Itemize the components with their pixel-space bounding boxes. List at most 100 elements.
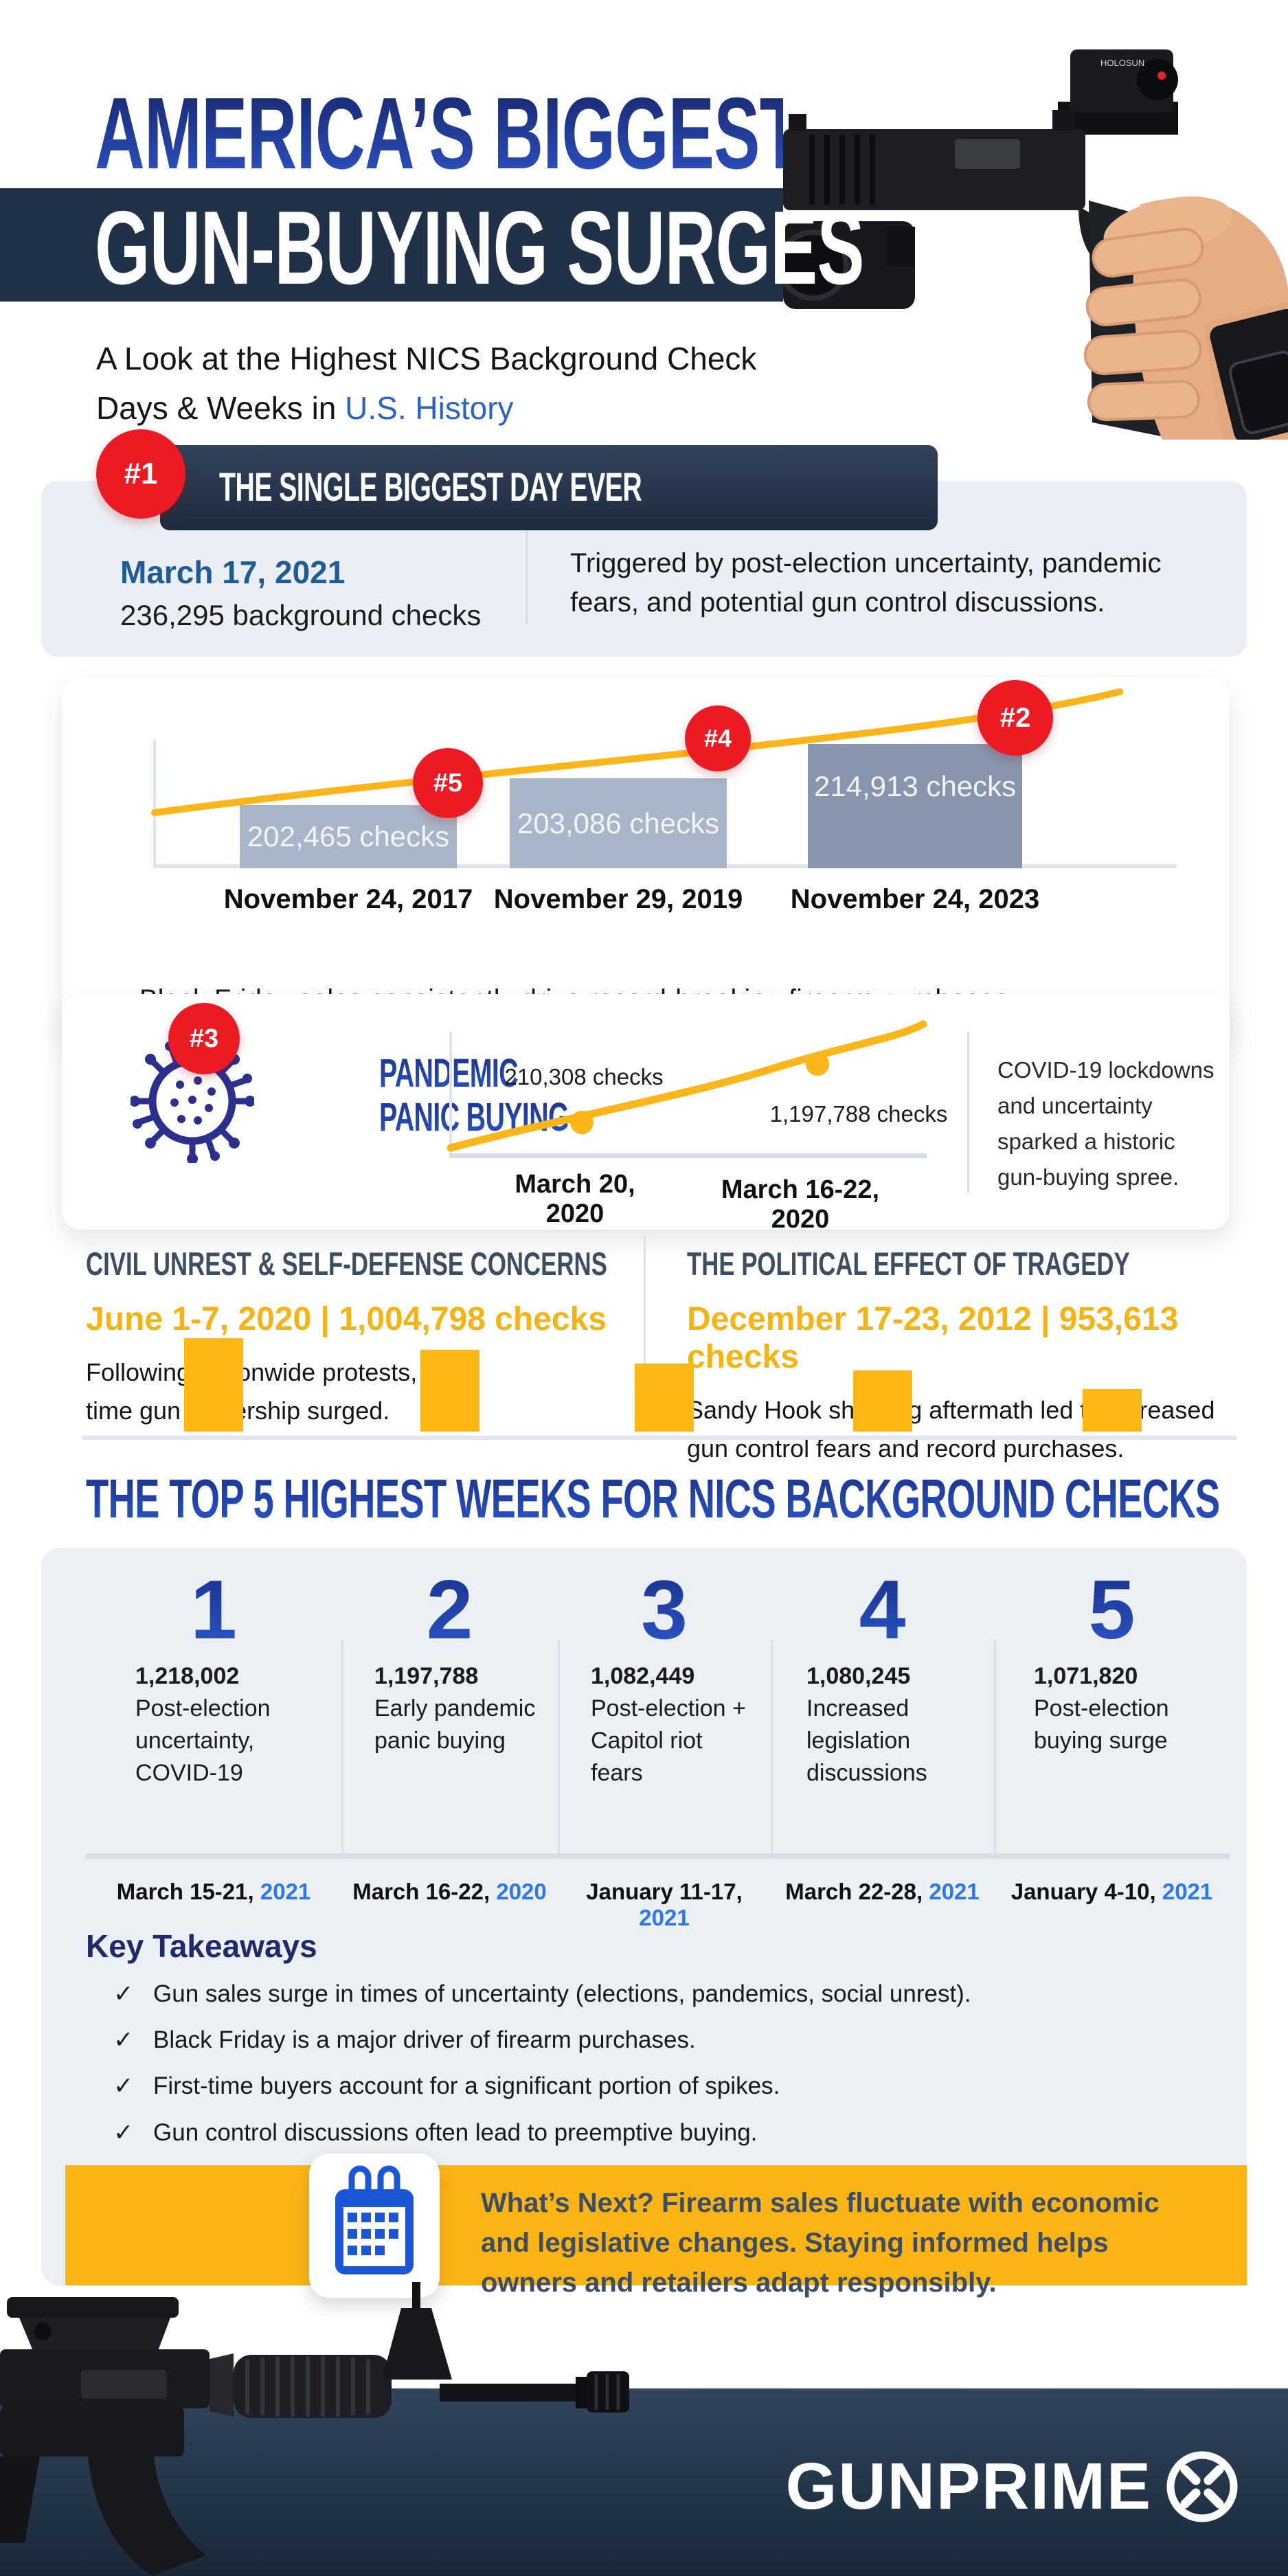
footer-band: GUNPRIME bbox=[0, 2388, 1288, 2576]
takeaway-item-3: ✓ First-time buyers account for a signifi… bbox=[113, 2072, 780, 2099]
event2-title: THE POLITICAL EFFECT OF TRAGEDY bbox=[687, 1245, 1130, 1282]
top5-bar-3 bbox=[635, 1364, 694, 1432]
top5-card: 1 1,218,002 Post-election uncertainty, C… bbox=[41, 1338, 1247, 2298]
top5-date-2: March 16-22, 2020 bbox=[352, 1879, 547, 1904]
takeaway-item-1: ✓ Gun sales surge in times of uncertainty… bbox=[113, 1980, 971, 2007]
check-icon: ✓ bbox=[113, 2072, 134, 2099]
subtitle-line2: Days & Weeks in bbox=[96, 390, 346, 426]
top5-column-2: 2 1,197,788 Early pandemic panic buying … bbox=[341, 1350, 558, 1904]
pandemic-card: #3 PANDEMIC PANIC BUYING 210,308 checks … bbox=[62, 994, 1230, 1234]
brand-logo: GUNPRIME bbox=[786, 2449, 1240, 2524]
rank-3-badge: #3 bbox=[168, 1003, 240, 1074]
pandemic-trend-line bbox=[447, 1020, 927, 1152]
top5-bar-1 bbox=[184, 1338, 243, 1432]
pandemic-title: PANDEMIC PANIC BUYING bbox=[379, 1051, 569, 1140]
black-friday-card: 202,465 checks 203,086 checks 214,913 ch… bbox=[62, 677, 1230, 1044]
single-day-divider bbox=[526, 519, 528, 624]
pandemic-point1-date: March 20, 2020 bbox=[515, 1170, 635, 1228]
top5-column-1: 1 1,218,002 Post-election uncertainty, C… bbox=[86, 1338, 341, 1904]
top5-desc-4: Increased legislation discussions bbox=[806, 1695, 927, 1786]
calendar-card bbox=[309, 2154, 440, 2298]
top5-value-2: 1,197,788 bbox=[374, 1663, 479, 1689]
top5-value-5: 1,071,820 bbox=[1034, 1663, 1138, 1689]
top5-bar-2 bbox=[420, 1350, 479, 1432]
top5-divider-4 bbox=[994, 1640, 996, 1853]
top5-desc-5: Post-election buying surge bbox=[1034, 1695, 1169, 1754]
calendar-icon bbox=[335, 2165, 414, 2274]
top5-date-5: January 4-10, 2021 bbox=[1010, 1879, 1213, 1904]
pandemic-point2-label: 1,197,788 checks bbox=[769, 1101, 948, 1127]
top5-date-4: March 22-28, 2021 bbox=[785, 1879, 980, 1904]
pandemic-y-axis bbox=[449, 1032, 452, 1155]
event1-highlight: June 1-7, 2020 | 1,004,798 checks bbox=[86, 1301, 607, 1337]
subtitle-line1: A Look at the Highest NICS Background Ch… bbox=[96, 341, 757, 376]
pandemic-point1-label: 210,308 checks bbox=[504, 1064, 664, 1089]
brand-name: GUNPRIME bbox=[785, 2450, 1152, 2523]
whats-next-text: What’s Next? Firearm sales fluctuate wit… bbox=[481, 2188, 1160, 2298]
sight-brand-label: HOLOSUN bbox=[1100, 58, 1144, 68]
check-icon: ✓ bbox=[113, 2119, 134, 2146]
pandemic-x-axis bbox=[449, 1153, 927, 1158]
top5-rank-4: 4 bbox=[771, 1568, 994, 1651]
events-bottom-rule bbox=[82, 1436, 1236, 1440]
bf-bar-2023-label: 214,913 checks bbox=[813, 770, 1017, 802]
check-icon: ✓ bbox=[113, 1980, 134, 2007]
page-title-line2: GUN-BUYING SURGES bbox=[95, 190, 864, 306]
check-icon: ✓ bbox=[113, 2026, 134, 2053]
top5-divider-2 bbox=[558, 1640, 560, 1853]
single-day-header-pill: THE SINGLE BIGGEST DAY EVER bbox=[160, 445, 938, 530]
top5-desc-3: Post-election + Capitol riot fears bbox=[591, 1695, 746, 1786]
top5-value-1: 1,218,002 bbox=[135, 1663, 240, 1689]
single-day-title: THE SINGLE BIGGEST DAY EVER bbox=[219, 465, 642, 510]
bf-date-2019: November 29, 2019 bbox=[493, 884, 743, 914]
bf-date-2017: November 24, 2017 bbox=[223, 884, 473, 914]
top5-rank-3: 3 bbox=[558, 1568, 771, 1651]
rifle-illustration bbox=[0, 2282, 629, 2576]
bf-bar-2019: 203,086 checks bbox=[510, 778, 727, 868]
top5-bar-5 bbox=[1082, 1389, 1142, 1432]
top5-desc-1: Post-election uncertainty, COVID-19 bbox=[135, 1695, 271, 1786]
pandemic-divider bbox=[967, 1032, 969, 1193]
top5-rank-5: 5 bbox=[994, 1568, 1230, 1651]
events-divider bbox=[644, 1236, 646, 1432]
single-day-stat: 236,295 background checks bbox=[120, 599, 482, 631]
top5-rank-1: 1 bbox=[86, 1568, 341, 1651]
brand-crosshair-icon bbox=[1166, 2451, 1238, 2522]
top5-rank-2: 2 bbox=[341, 1568, 558, 1651]
bf-bar-2023: 214,913 checks bbox=[808, 744, 1022, 868]
top5-column-5: 5 1,071,820 Post-election buying surge J… bbox=[994, 1389, 1230, 1904]
page-subtitle: A Look at the Highest NICS Background Ch… bbox=[96, 334, 756, 433]
rank-5-badge: #5 bbox=[413, 748, 483, 818]
top5-column-3: 3 1,082,449 Post-election + Capitol riot… bbox=[558, 1364, 771, 1930]
bf-date-2023: November 24, 2023 bbox=[790, 884, 1040, 914]
top5-bar-4 bbox=[852, 1370, 912, 1432]
top5-column-4: 4 1,080,245 Increased legislation discus… bbox=[771, 1370, 994, 1904]
pistol-photo: HOLOSUN bbox=[783, 0, 1288, 440]
top5-divider-1 bbox=[341, 1640, 343, 1853]
top5-value-4: 1,080,245 bbox=[806, 1663, 911, 1689]
event-tragedy: THE POLITICAL EFFECT OF TRAGEDY December… bbox=[687, 1245, 1288, 1468]
bf-bar-2019-label: 203,086 checks bbox=[517, 806, 720, 839]
top5-baseline bbox=[86, 1853, 1230, 1859]
rank-1-badge: #1 bbox=[96, 429, 185, 519]
event2-highlight: December 17-23, 2012 | 953,613 checks bbox=[687, 1301, 1179, 1375]
top5-date-3: January 11-17, 2021 bbox=[586, 1879, 743, 1930]
top5-value-3: 1,082,449 bbox=[591, 1663, 695, 1689]
event1-title: CIVIL UNREST & SELF-DEFENSE CONCERNS bbox=[86, 1245, 607, 1282]
pandemic-description: COVID-19 lockdowns and uncertainty spark… bbox=[997, 1057, 1214, 1190]
page-title-line1: AMERICA’S BIGGEST bbox=[95, 77, 802, 190]
top5-date-1: March 15-21, 2021 bbox=[116, 1879, 311, 1904]
takeaway-item-2: ✓ Black Friday is a major driver of firea… bbox=[113, 2026, 696, 2053]
takeaways-heading: Key Takeaways bbox=[86, 1928, 317, 1964]
top5-heading: THE TOP 5 HIGHEST WEEKS FOR NICS BACKGRO… bbox=[86, 1468, 1220, 1529]
single-day-description: Triggered by post-election uncertainty, … bbox=[570, 548, 1162, 618]
single-day-date: March 17, 2021 bbox=[120, 554, 346, 590]
subtitle-highlight: U.S. History bbox=[345, 390, 514, 426]
bf-bar-2017-label: 202,465 checks bbox=[247, 820, 450, 852]
pistol-illustration: HOLOSUN bbox=[783, 0, 1288, 440]
bf-y-axis bbox=[153, 740, 156, 868]
top5-divider-3 bbox=[771, 1640, 773, 1853]
whats-next-banner: What’s Next? Firearm sales fluctuate wit… bbox=[65, 2165, 1247, 2298]
pandemic-point2-date: March 16-22, 2020 bbox=[721, 1175, 880, 1234]
